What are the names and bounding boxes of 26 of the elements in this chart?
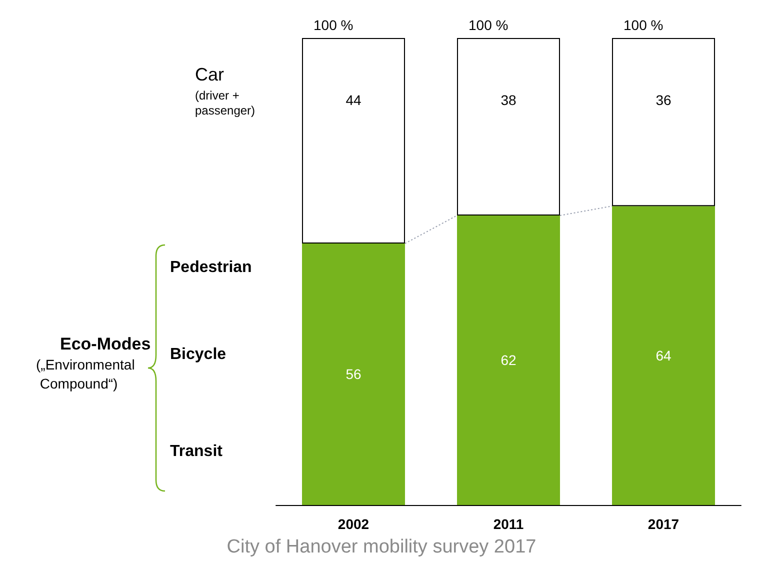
data-label: 64 bbox=[656, 348, 672, 364]
data-label: 44 bbox=[346, 92, 362, 108]
total-label: 100 % bbox=[314, 17, 354, 33]
data-label: 62 bbox=[500, 352, 516, 368]
text: (driver + passenger) bbox=[195, 88, 256, 118]
bar bbox=[302, 38, 405, 244]
text: Car bbox=[195, 64, 224, 84]
bar bbox=[612, 38, 715, 206]
total-label: 100 % bbox=[468, 17, 508, 33]
text: Transit bbox=[170, 443, 224, 460]
data-label: 56 bbox=[346, 366, 362, 382]
text: Eco-Modes bbox=[60, 334, 151, 354]
total-label: 100 % bbox=[624, 17, 664, 33]
bar bbox=[457, 38, 560, 216]
bar bbox=[457, 215, 560, 505]
text: Pedestrian bbox=[170, 259, 252, 276]
x-tick-label: 2002 bbox=[338, 516, 370, 532]
text: („Environmental Compound“) bbox=[36, 356, 135, 392]
data-label: 36 bbox=[656, 92, 672, 108]
bar bbox=[612, 206, 715, 505]
x-tick-label: 2011 bbox=[493, 516, 524, 532]
x-tick-label: 2017 bbox=[648, 516, 680, 532]
data-label: 38 bbox=[500, 92, 516, 108]
text: Bicycle bbox=[170, 346, 226, 363]
bar bbox=[302, 243, 405, 505]
text: City of Hanover mobility survey 2017 bbox=[226, 536, 536, 558]
